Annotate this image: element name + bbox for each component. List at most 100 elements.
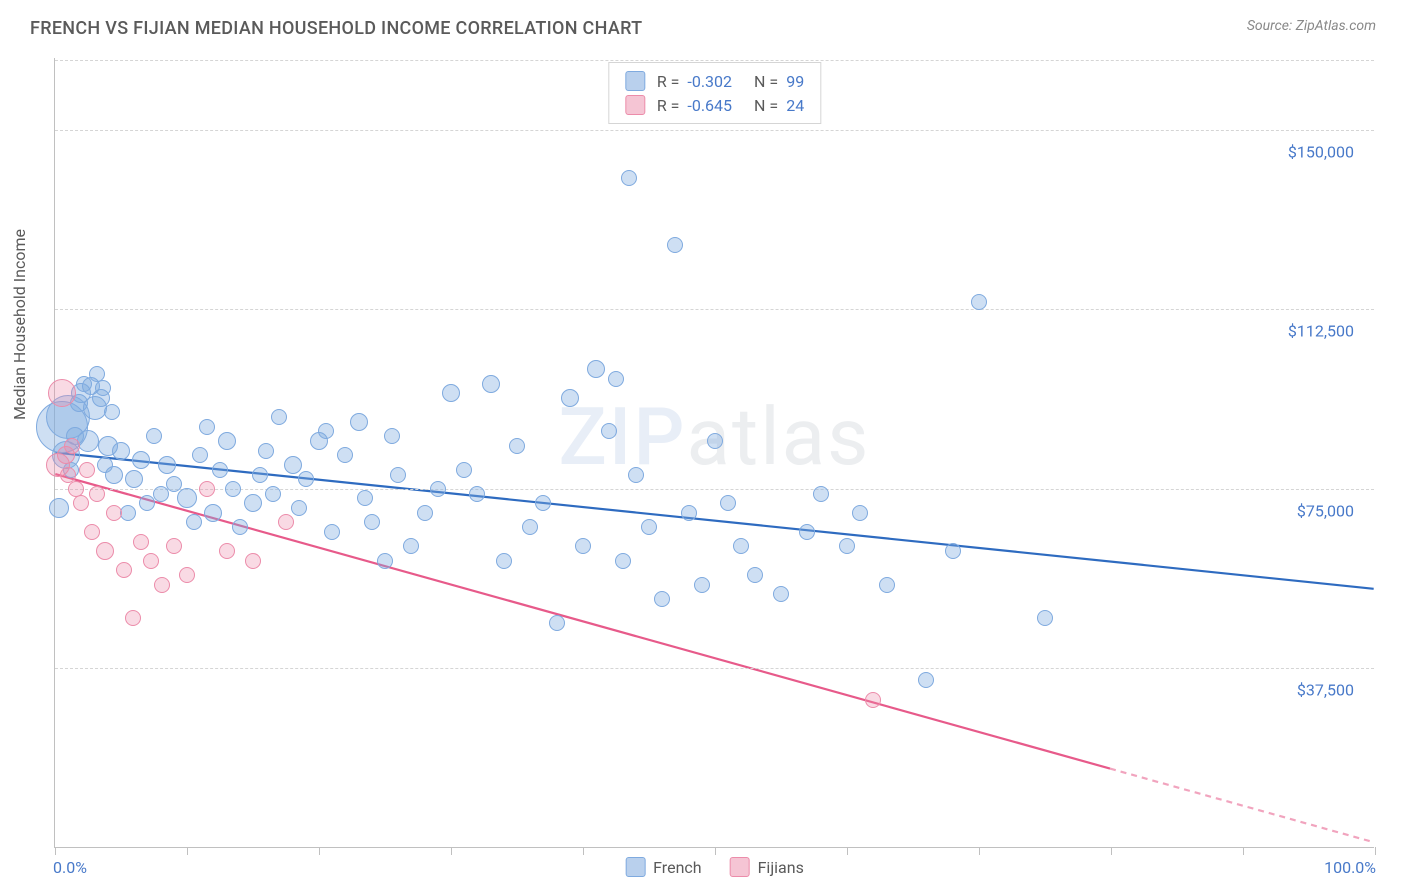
data-point[interactable]: [482, 375, 500, 393]
data-point[interactable]: [252, 467, 268, 483]
data-point[interactable]: [154, 577, 170, 593]
data-point[interactable]: [177, 488, 197, 508]
chart-plot-area: ZIPatlas R =-0.302N =99R =-0.645N =24 Fr…: [54, 58, 1374, 848]
data-point[interactable]: [225, 481, 241, 497]
data-point[interactable]: [49, 498, 69, 518]
data-point[interactable]: [350, 413, 368, 431]
data-point[interactable]: [116, 562, 132, 578]
data-point[interactable]: [219, 543, 235, 559]
data-point[interactable]: [64, 438, 80, 454]
legend-item[interactable]: Fijians: [730, 857, 804, 877]
data-point[interactable]: [773, 586, 789, 602]
data-point[interactable]: [430, 481, 446, 497]
data-point[interactable]: [244, 494, 262, 512]
data-point[interactable]: [456, 462, 472, 478]
data-point[interactable]: [245, 553, 261, 569]
data-point[interactable]: [390, 467, 406, 483]
data-point[interactable]: [384, 428, 400, 444]
data-point[interactable]: [681, 505, 697, 521]
data-point[interactable]: [106, 505, 122, 521]
data-point[interactable]: [143, 553, 159, 569]
data-point[interactable]: [587, 360, 605, 378]
data-point[interactable]: [918, 672, 934, 688]
data-point[interactable]: [105, 466, 123, 484]
data-point[interactable]: [179, 567, 195, 583]
data-point[interactable]: [337, 447, 353, 463]
data-point[interactable]: [417, 505, 433, 521]
data-point[interactable]: [278, 514, 294, 530]
data-point[interactable]: [132, 451, 150, 469]
data-point[interactable]: [73, 495, 89, 511]
data-point[interactable]: [258, 443, 274, 459]
data-point[interactable]: [77, 430, 99, 452]
data-point[interactable]: [318, 423, 334, 439]
data-point[interactable]: [615, 553, 631, 569]
data-point[interactable]: [79, 462, 95, 478]
data-point[interactable]: [192, 447, 208, 463]
data-point[interactable]: [95, 380, 111, 396]
data-point[interactable]: [265, 486, 281, 502]
data-point[interactable]: [747, 567, 763, 583]
data-point[interactable]: [158, 456, 176, 474]
data-point[interactable]: [271, 409, 287, 425]
data-point[interactable]: [112, 442, 130, 460]
data-point[interactable]: [707, 433, 723, 449]
data-point[interactable]: [166, 538, 182, 554]
data-point[interactable]: [377, 553, 393, 569]
data-point[interactable]: [204, 504, 222, 522]
data-point[interactable]: [133, 534, 149, 550]
data-point[interactable]: [212, 462, 228, 478]
data-point[interactable]: [945, 543, 961, 559]
data-point[interactable]: [667, 237, 683, 253]
data-point[interactable]: [442, 384, 460, 402]
data-point[interactable]: [89, 486, 105, 502]
data-point[interactable]: [284, 456, 302, 474]
data-point[interactable]: [291, 500, 307, 516]
data-point[interactable]: [654, 591, 670, 607]
data-point[interactable]: [879, 577, 895, 593]
data-point[interactable]: [48, 379, 76, 407]
data-point[interactable]: [621, 170, 637, 186]
data-point[interactable]: [469, 486, 485, 502]
data-point[interactable]: [628, 467, 644, 483]
data-point[interactable]: [641, 519, 657, 535]
data-point[interactable]: [104, 404, 120, 420]
data-point[interactable]: [186, 514, 202, 530]
data-point[interactable]: [601, 423, 617, 439]
data-point[interactable]: [166, 476, 182, 492]
data-point[interactable]: [96, 542, 114, 560]
data-point[interactable]: [125, 470, 143, 488]
data-point[interactable]: [232, 519, 248, 535]
data-point[interactable]: [403, 538, 419, 554]
legend-item[interactable]: French: [625, 857, 701, 877]
data-point[interactable]: [146, 428, 162, 444]
data-point[interactable]: [199, 481, 215, 497]
legend-label: French: [653, 858, 701, 877]
data-point[interactable]: [865, 692, 881, 708]
data-point[interactable]: [852, 505, 868, 521]
data-point[interactable]: [549, 615, 565, 631]
data-point[interactable]: [218, 432, 236, 450]
data-point[interactable]: [839, 538, 855, 554]
data-point[interactable]: [694, 577, 710, 593]
data-point[interactable]: [522, 519, 538, 535]
data-point[interactable]: [509, 438, 525, 454]
data-point[interactable]: [971, 294, 987, 310]
data-point[interactable]: [125, 610, 141, 626]
data-point[interactable]: [496, 553, 512, 569]
data-point[interactable]: [324, 524, 340, 540]
data-point[interactable]: [720, 495, 736, 511]
data-point[interactable]: [813, 486, 829, 502]
data-point[interactable]: [535, 495, 551, 511]
data-point[interactable]: [561, 389, 579, 407]
data-point[interactable]: [84, 524, 100, 540]
data-point[interactable]: [364, 514, 380, 530]
data-point[interactable]: [1037, 610, 1053, 626]
data-point[interactable]: [357, 490, 373, 506]
data-point[interactable]: [799, 524, 815, 540]
data-point[interactable]: [733, 538, 749, 554]
data-point[interactable]: [608, 371, 624, 387]
data-point[interactable]: [199, 419, 215, 435]
data-point[interactable]: [298, 471, 314, 487]
data-point[interactable]: [575, 538, 591, 554]
